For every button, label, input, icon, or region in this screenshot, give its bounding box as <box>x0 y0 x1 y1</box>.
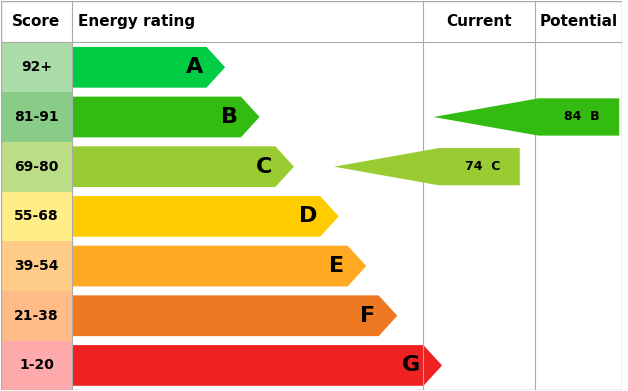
Text: 39-54: 39-54 <box>14 259 58 273</box>
Text: D: D <box>298 206 317 226</box>
Polygon shape <box>72 345 442 386</box>
Text: 55-68: 55-68 <box>14 209 59 223</box>
Polygon shape <box>72 246 366 287</box>
Text: 1-20: 1-20 <box>19 359 54 373</box>
Polygon shape <box>72 97 259 137</box>
Text: 81-91: 81-91 <box>14 110 59 124</box>
Text: A: A <box>186 57 203 77</box>
Text: G: G <box>402 355 420 375</box>
Bar <box>1 341 72 390</box>
Bar <box>1 241 72 291</box>
Text: 69-80: 69-80 <box>14 160 58 174</box>
Text: B: B <box>221 107 238 127</box>
Bar <box>1 1 622 43</box>
Bar <box>1 142 72 192</box>
Polygon shape <box>433 99 619 136</box>
Bar <box>1 43 72 92</box>
Text: Current: Current <box>447 14 512 29</box>
Text: F: F <box>360 306 376 326</box>
Polygon shape <box>72 47 225 88</box>
Polygon shape <box>72 196 338 237</box>
Text: 21-38: 21-38 <box>14 309 59 323</box>
Polygon shape <box>334 148 520 185</box>
Text: C: C <box>256 157 272 177</box>
Polygon shape <box>72 295 398 336</box>
Bar <box>1 291 72 341</box>
Polygon shape <box>72 146 294 187</box>
Text: 92+: 92+ <box>21 60 52 74</box>
Text: Score: Score <box>13 14 60 29</box>
Text: Potential: Potential <box>539 14 618 29</box>
Text: E: E <box>330 256 345 276</box>
Text: 74  C: 74 C <box>465 160 500 173</box>
Text: 84  B: 84 B <box>564 111 600 124</box>
Bar <box>1 92 72 142</box>
Text: Energy rating: Energy rating <box>78 14 195 29</box>
Bar <box>1 192 72 241</box>
